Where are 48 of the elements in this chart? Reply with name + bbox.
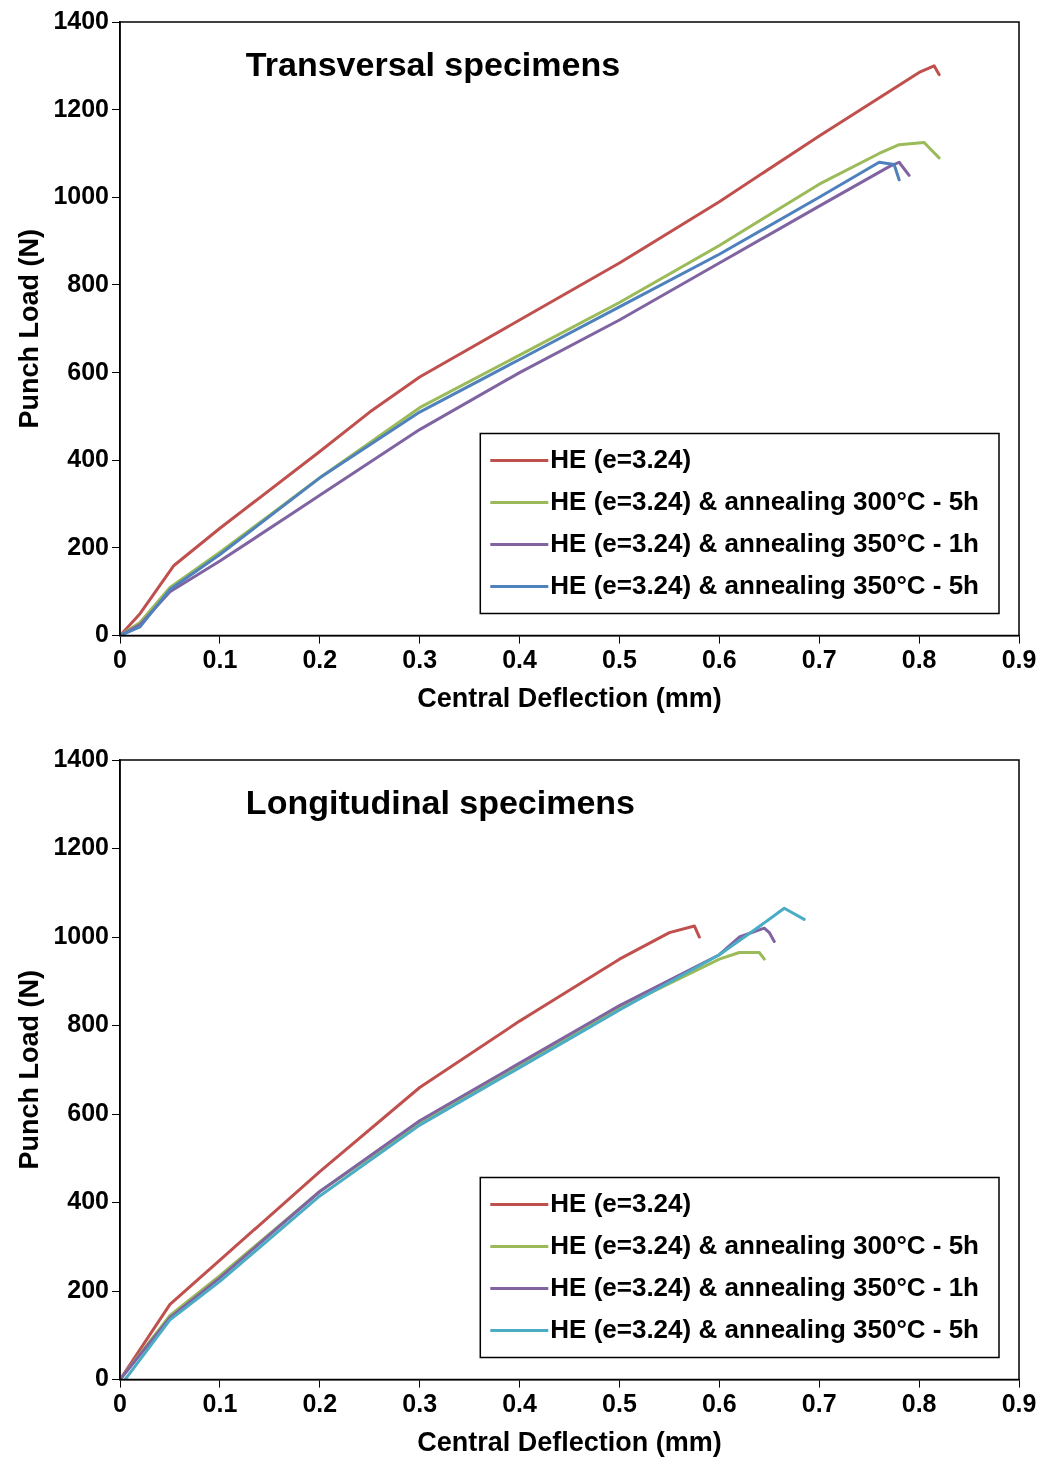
y-tick-label: 1400 bbox=[53, 743, 110, 772]
x-tick-label: 0.3 bbox=[402, 645, 438, 674]
legend-label: HE (e=3.24) bbox=[550, 1187, 692, 1218]
legend-label: HE (e=3.24) & annealing 300°C - 5h bbox=[550, 1229, 980, 1260]
x-tick-label: 0.3 bbox=[402, 1389, 438, 1418]
x-tick-label: 0.5 bbox=[602, 645, 637, 674]
x-tick-label: 0.6 bbox=[701, 1389, 737, 1418]
y-tick-label: 400 bbox=[67, 444, 110, 473]
x-axis-title: Central Deflection (mm) bbox=[417, 683, 722, 714]
x-tick-label: 0.6 bbox=[701, 645, 737, 674]
x-tick-label: 0.4 bbox=[502, 645, 538, 674]
x-tick-label: 0.2 bbox=[302, 645, 338, 674]
x-tick-label: 0.1 bbox=[202, 645, 238, 674]
y-axis-title: Punch Load (N) bbox=[13, 229, 44, 429]
y-tick-label: 200 bbox=[67, 531, 110, 560]
y-tick-label: 600 bbox=[67, 356, 110, 385]
x-tick-label: 0.9 bbox=[1001, 645, 1037, 674]
x-tick-label: 0.1 bbox=[202, 1389, 238, 1418]
x-tick-label: 0.5 bbox=[602, 1389, 637, 1418]
x-tick-label: 0.9 bbox=[1001, 1389, 1037, 1418]
x-tick-label: 0.4 bbox=[502, 1389, 538, 1418]
y-tick-label: 0 bbox=[95, 1363, 110, 1392]
y-tick-label: 1200 bbox=[53, 93, 110, 122]
x-tick-label: 0.2 bbox=[302, 1389, 338, 1418]
x-tick-label: 0.7 bbox=[801, 645, 837, 674]
x-tick-label: 0.8 bbox=[901, 1389, 937, 1418]
x-tick-label: 0.8 bbox=[901, 645, 937, 674]
y-tick-label: 1000 bbox=[53, 920, 110, 949]
y-tick-label: 400 bbox=[67, 1186, 110, 1215]
legend-label: HE (e=3.24) & annealing 350°C - 1h bbox=[550, 1271, 980, 1302]
legend-label: HE (e=3.24) & annealing 350°C - 5h bbox=[550, 569, 980, 600]
y-tick-label: 200 bbox=[67, 1274, 110, 1303]
y-tick-label: 800 bbox=[67, 268, 110, 297]
text: Transversal specimens bbox=[245, 45, 621, 84]
legend-label: HE (e=3.24) & annealing 300°C - 5h bbox=[550, 485, 980, 516]
y-tick-label: 600 bbox=[67, 1097, 110, 1126]
y-tick-label: 1000 bbox=[53, 181, 110, 210]
text: Longitudinal specimens bbox=[245, 783, 636, 822]
y-axis-title: Punch Load (N) bbox=[13, 970, 44, 1170]
y-tick-label: 800 bbox=[67, 1009, 110, 1038]
legend-label: HE (e=3.24) bbox=[550, 443, 692, 474]
legend-label: HE (e=3.24) & annealing 350°C - 1h bbox=[550, 527, 980, 558]
y-tick-label: 1200 bbox=[53, 832, 110, 861]
y-tick-label: 1400 bbox=[53, 5, 110, 34]
x-tick-label: 0.7 bbox=[801, 1389, 837, 1418]
y-tick-label: 0 bbox=[95, 619, 110, 648]
x-axis-title: Central Deflection (mm) bbox=[417, 1427, 722, 1458]
legend-label: HE (e=3.24) & annealing 350°C - 5h bbox=[550, 1313, 980, 1344]
